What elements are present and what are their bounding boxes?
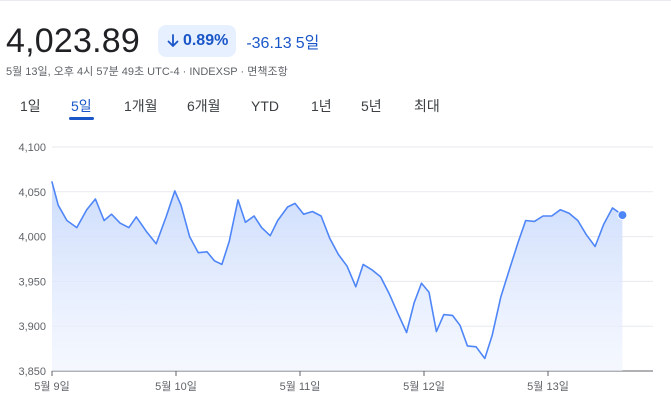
tab-max[interactable]: 최대 [414,98,440,114]
tab-5d[interactable]: 5일 [69,96,94,120]
tab-1d[interactable]: 1일 [20,98,41,114]
absolute-change-value: -36.13 [246,35,292,52]
tab-1m[interactable]: 1개월 [124,98,158,114]
y-tick-label: 3,900 [18,321,46,333]
x-tick-label: 5월 10일 [155,379,197,393]
percent-change-badge: 0.89% [157,25,237,57]
current-price: 4,023.89 [6,22,140,60]
change-period-label: 5일 [295,35,320,52]
x-tick-label: 5월 13일 [527,379,569,393]
tab-5y[interactable]: 5년 [361,98,382,114]
tab-1y[interactable]: 1년 [311,98,332,114]
quote-header: 4,023.89 0.89% -36.13 5일 [6,18,319,64]
y-tick-label: 4,100 [18,142,46,154]
area-fill [52,181,623,371]
tab-6m[interactable]: 6개월 [187,98,221,114]
x-tick-label: 5월 9일 [34,379,70,393]
arrow-down-icon [166,33,180,49]
x-tick-label: 5월 12일 [403,379,445,393]
quote-meta-line: 5월 13일, 오후 4시 57분 49초 UTC-4 · INDEXSP · … [6,66,288,78]
absolute-change: -36.13 5일 [246,29,319,53]
y-tick-label: 3,950 [18,276,46,288]
y-tick-label: 4,050 [18,187,46,199]
top-divider [0,0,671,1]
y-tick-label: 4,000 [18,232,46,244]
price-line [51,181,624,360]
percent-change-value: 0.89% [182,32,229,49]
y-tick-label: 3,850 [18,366,46,378]
tab-ytd[interactable]: YTD [251,98,279,114]
last-price-point [617,210,628,221]
x-tick-label: 5월 11일 [280,379,321,393]
